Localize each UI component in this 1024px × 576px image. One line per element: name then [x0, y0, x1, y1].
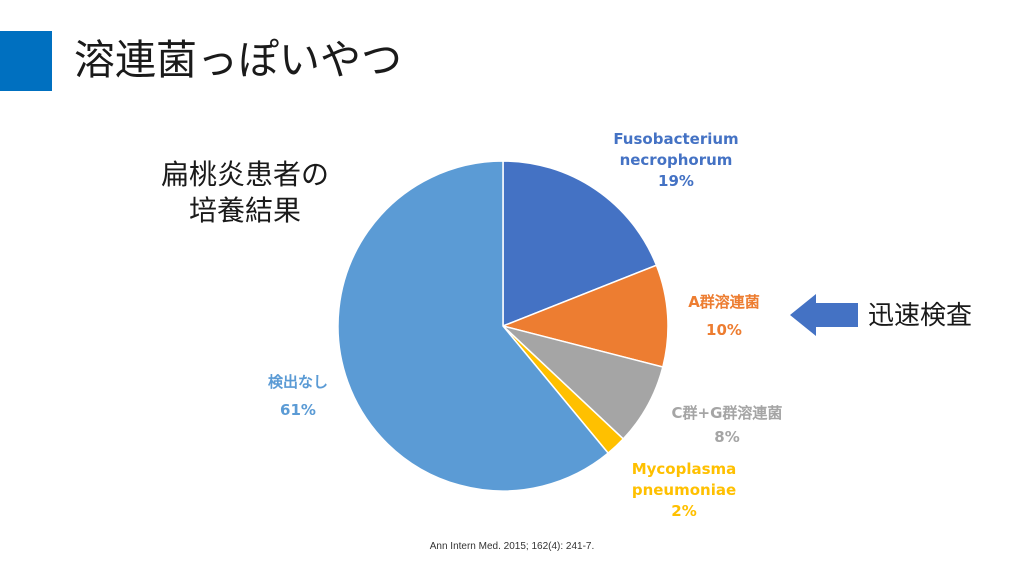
data-label-pct-4: 61%: [280, 401, 316, 419]
data-label-name-2: C群+G群溶連菌: [672, 404, 783, 422]
data-label-name-0: Fusobacterium: [613, 130, 738, 148]
data-label-name-3: pneumoniae: [632, 481, 736, 499]
page-title: 溶連菌っぽいやつ: [74, 36, 402, 84]
chart-side-label: 扁桃炎患者の 培養結果: [150, 157, 340, 229]
side-label-line-1: 扁桃炎患者の: [160, 158, 329, 191]
data-label-name-3: Mycoplasma: [632, 460, 737, 478]
data-label-name-0: necrophorum: [620, 151, 733, 169]
rapid-test-label: 迅速検査: [868, 301, 973, 331]
data-label-pct-2: 8%: [714, 428, 739, 446]
citation: Ann Intern Med. 2015; 162(4): 241-7.: [429, 541, 595, 552]
left-arrow-icon: [790, 294, 858, 336]
pie-slice-1: [500, 264, 669, 368]
data-label-pct-3: 2%: [671, 502, 696, 520]
pie-slice-4: [337, 160, 610, 492]
side-label-line-2: 培養結果: [188, 194, 301, 227]
title-accent-bar: [0, 31, 52, 91]
data-label-name-4: 検出なし: [268, 373, 328, 391]
data-label-pct-1: 10%: [706, 321, 742, 339]
data-label-pct-0: 19%: [658, 172, 694, 190]
data-label-name-1: A群溶連菌: [688, 293, 760, 311]
pie-slice-0: [502, 160, 658, 328]
